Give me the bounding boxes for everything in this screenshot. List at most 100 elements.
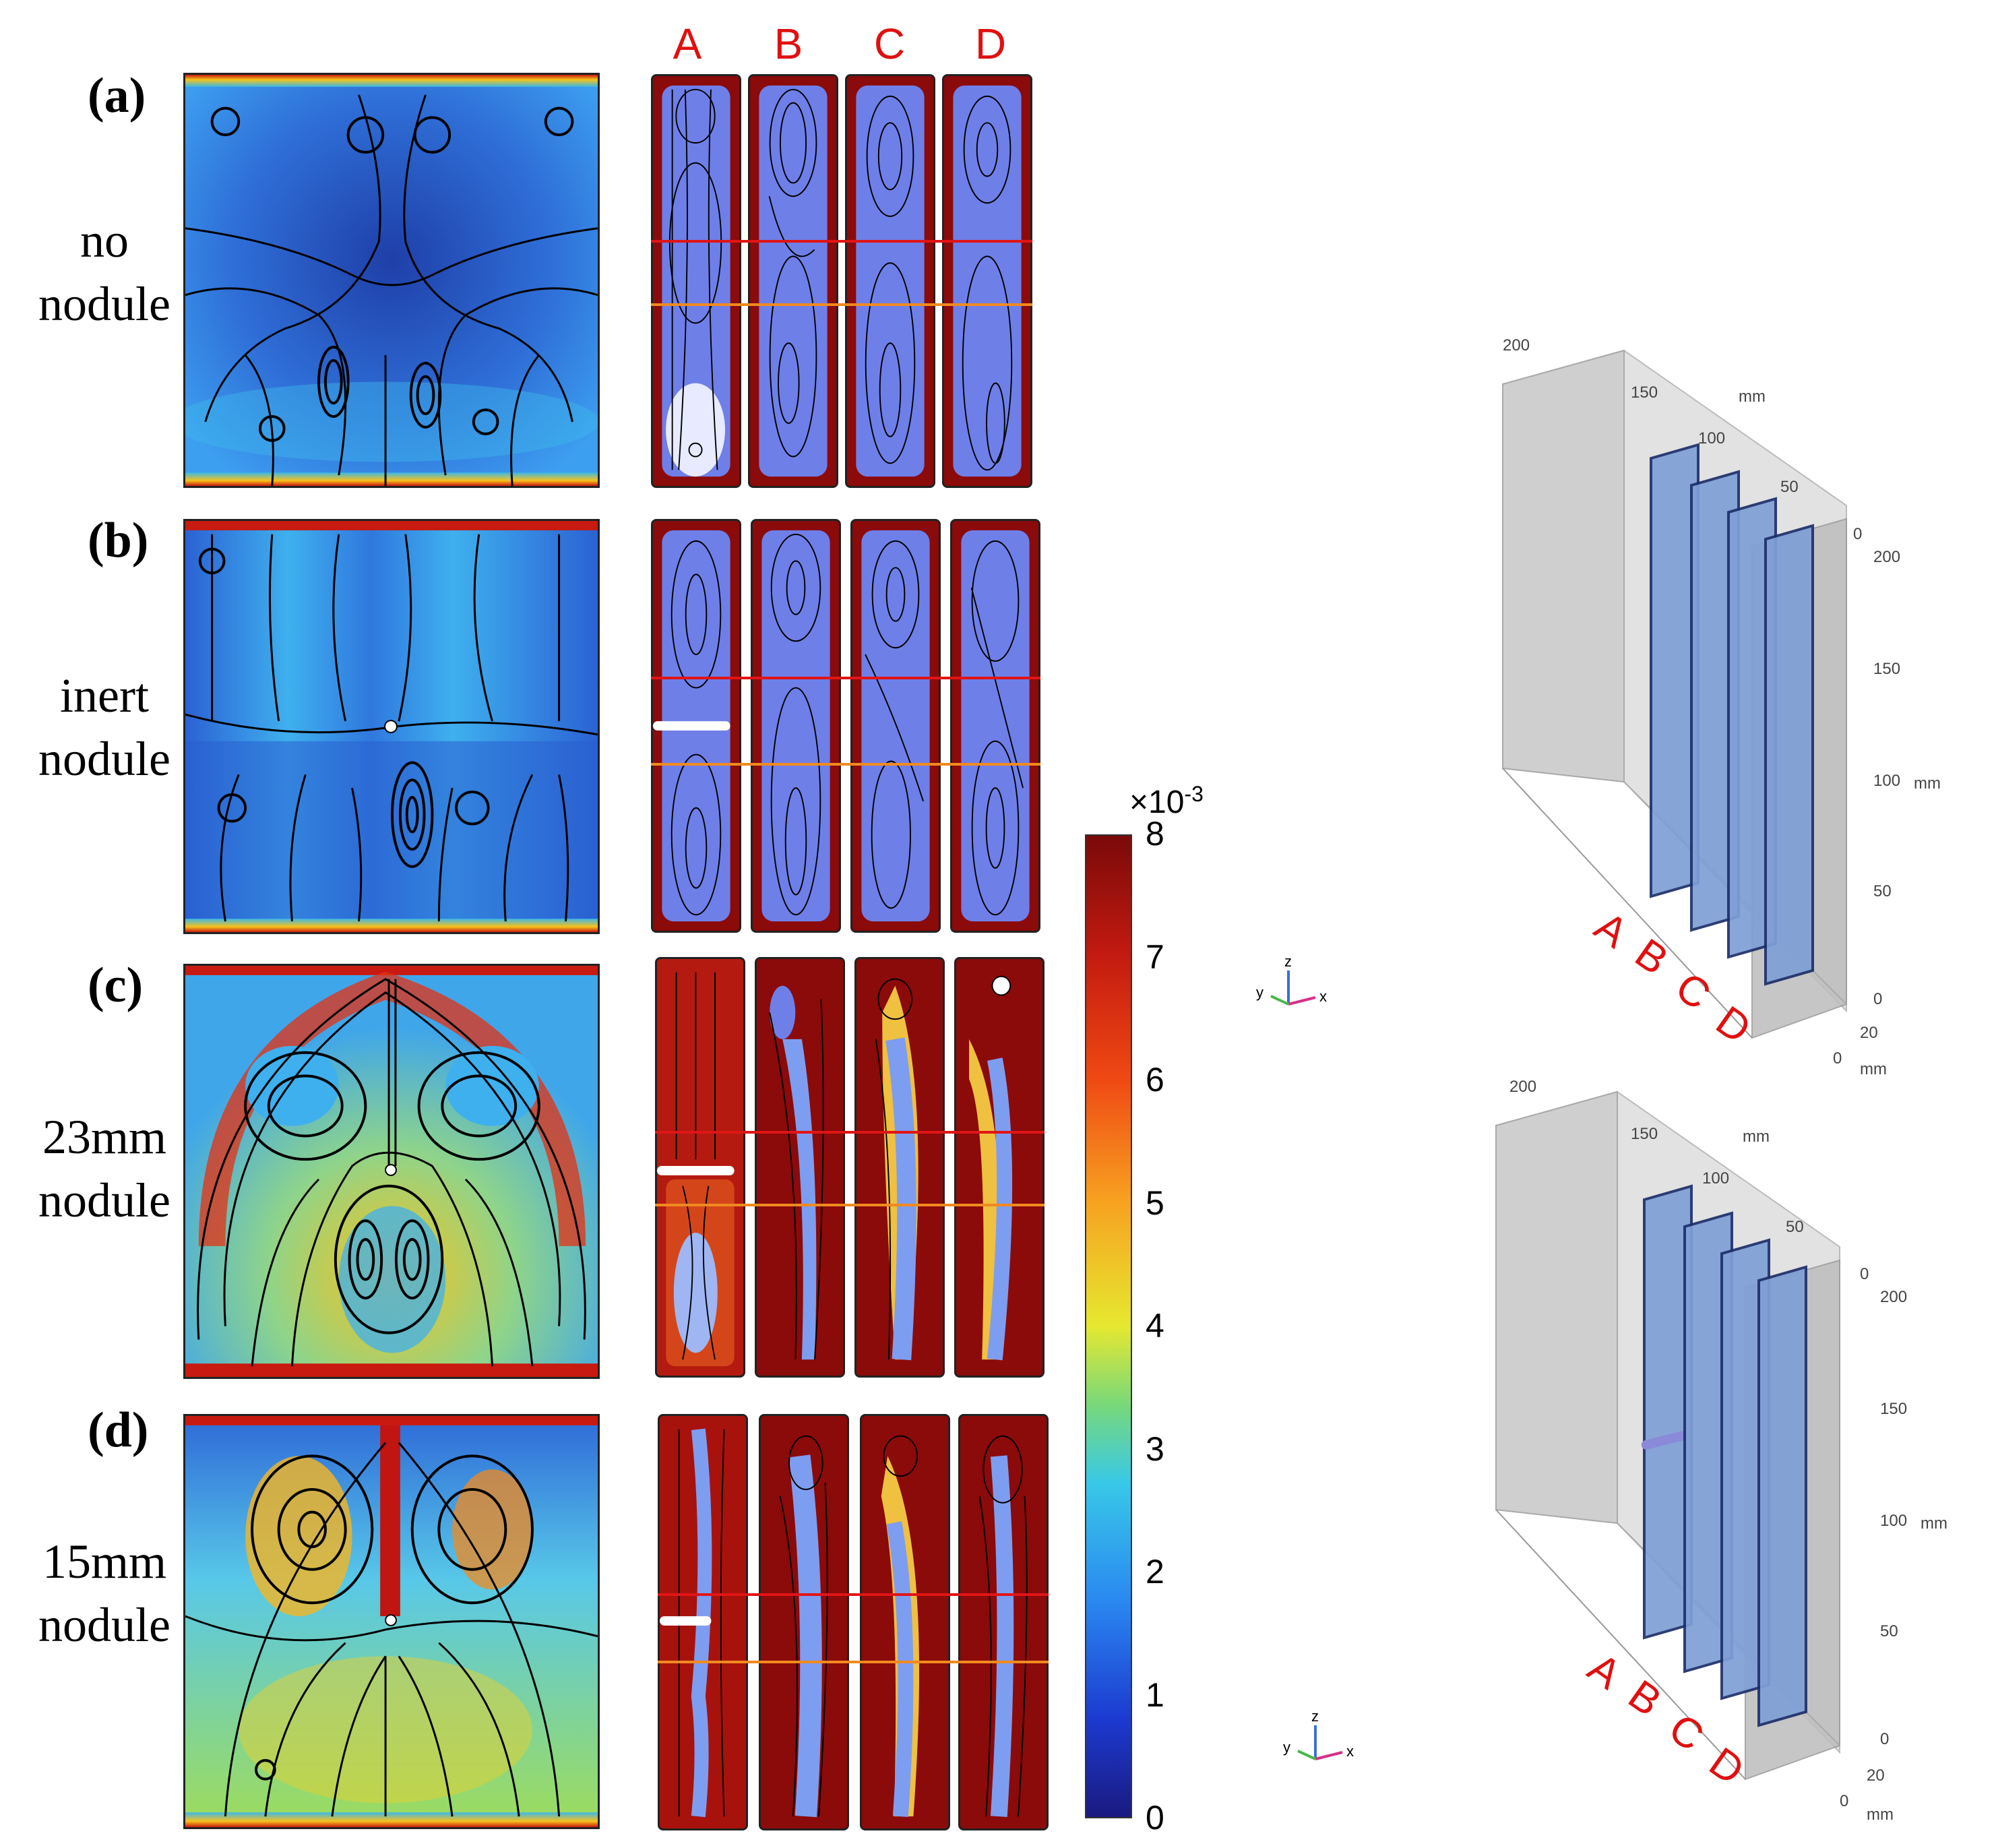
slice-b-col-b: [751, 519, 841, 933]
triad-upper-x-label: x: [1319, 988, 1327, 1005]
box-side-upper: [1502, 349, 1625, 783]
colorbar-tick-5: 5: [1146, 1183, 1164, 1222]
probe-line-orange-a: [651, 303, 1032, 306]
slice-b-col-a: [651, 519, 741, 933]
geo-lower-z-tick-0: 0: [1880, 1730, 1889, 1748]
triad-lower-z-label: z: [1311, 1708, 1319, 1725]
slice-b-col-b-plot: [753, 521, 839, 931]
geo-lower-top-tick-50: 50: [1786, 1218, 1804, 1236]
geo-upper-depth-tick-20: 20: [1860, 1024, 1878, 1042]
geo-upper-label-a: A: [1586, 903, 1636, 958]
slice-a-col-d-plot: [944, 76, 1030, 486]
geo-lower-label-a: A: [1580, 1644, 1629, 1699]
geo-upper-depth-tick-0: 0: [1833, 1049, 1842, 1068]
slice-c-col-c-plot: [856, 959, 943, 1376]
geo-lower-top-tick-100: 100: [1702, 1169, 1729, 1188]
slice-c-col-c: [854, 957, 945, 1378]
probe-line-red-b: [651, 677, 1040, 679]
colorbar-tick-7: 7: [1146, 937, 1164, 976]
triad-lower-y-label: y: [1283, 1739, 1290, 1756]
slice-a-col-b: [748, 74, 838, 488]
colorbar-tick-4: 4: [1146, 1307, 1164, 1345]
row-desc-c-line2: nodule: [38, 1173, 170, 1227]
geo-upper-label-b: B: [1627, 930, 1676, 984]
geo-lower-top-unit: mm: [1743, 1128, 1770, 1146]
geo-upper-top-tick-0: 0: [1853, 525, 1862, 543]
geo-lower-top-tick-150: 150: [1631, 1125, 1658, 1143]
geometry-view-upper: 200 150 100 50 0 mm 200 150 100 50 0 mm …: [1502, 336, 1941, 1078]
geo-upper-top-tick-50: 50: [1780, 478, 1799, 496]
row-desc-a-line2: nodule: [38, 277, 170, 331]
column-label-c: C: [873, 20, 906, 68]
geo-lower-label-b: B: [1620, 1671, 1669, 1725]
probe-line-orange-d: [658, 1661, 1049, 1663]
axis-triad-upper: z x y: [1256, 953, 1327, 1006]
slice-c-col-a: [655, 957, 745, 1378]
probe-line-red-d: [658, 1593, 1049, 1596]
triad-upper-y-axis: [1270, 995, 1289, 1006]
slice-b-col-c: [850, 519, 941, 933]
slice-c-col-d-plot: [956, 959, 1042, 1376]
slice-d-col-c-plot: [862, 1416, 948, 1828]
slice-a-col-d: [942, 74, 1032, 488]
row-id-a: (a): [88, 68, 146, 123]
colorbar-tick-8: 8: [1146, 815, 1164, 853]
column-label-d: D: [974, 20, 1007, 68]
field-plot-b: [185, 521, 598, 932]
probe-line-orange-c: [655, 1204, 1044, 1206]
colorbar-gradient: [1085, 834, 1132, 1818]
slice-a-col-a-plot: [653, 76, 739, 486]
slice-d-col-d: [958, 1414, 1049, 1830]
row-desc-b-line1: inert: [60, 669, 149, 722]
triad-lower-x-label: x: [1346, 1743, 1354, 1760]
triad-upper-y-label: y: [1256, 984, 1264, 1001]
row-id-c: (c): [88, 958, 144, 1013]
geo-upper-top-unit: mm: [1739, 388, 1766, 406]
axis-triad-lower: z x y: [1283, 1708, 1354, 1760]
slice-d-col-c: [860, 1414, 950, 1830]
geo-lower-depth-unit: mm: [1867, 1806, 1894, 1824]
triad-upper-z-label: z: [1284, 953, 1292, 970]
triad-upper-x-axis: [1288, 996, 1316, 1006]
nodule-rod-lower: [1641, 1431, 1688, 1450]
column-label-b: B: [774, 20, 803, 68]
slice-d-col-b-plot: [761, 1416, 847, 1828]
triad-lower-x-axis: [1315, 1751, 1343, 1760]
slice-a-col-a: [651, 74, 741, 488]
slice-a-col-b-plot: [750, 76, 836, 486]
row-desc-c: 23mm nodule: [20, 1105, 189, 1232]
slice-d-col-a: [658, 1414, 748, 1830]
slice-d-col-d-plot: [960, 1416, 1047, 1828]
slice-d-col-b: [759, 1414, 849, 1830]
geo-upper-z-unit: mm: [1914, 774, 1941, 793]
geo-upper-label-d: D: [1708, 997, 1759, 1053]
slice-d-col-a-plot: [660, 1416, 746, 1828]
geo-upper-z-tick-0: 0: [1873, 990, 1882, 1008]
row-desc-a: no nodule: [20, 209, 189, 336]
geo-lower-label-d: D: [1701, 1739, 1752, 1794]
field-plot-c: [185, 966, 598, 1377]
colorbar-tick-0: 0: [1146, 1799, 1164, 1837]
geo-upper-top-tick-150: 150: [1631, 383, 1658, 402]
slice-b-col-a-plot: [653, 521, 739, 931]
field-panel-d: [183, 1414, 600, 1829]
row-desc-b-line2: nodule: [38, 732, 170, 786]
colorbar-tick-3: 3: [1146, 1429, 1164, 1468]
field-panel-c: [183, 964, 600, 1379]
geo-lower-depth-tick-0: 0: [1840, 1792, 1848, 1810]
geo-upper-z-tick-50: 50: [1873, 882, 1892, 900]
geo-lower-label-c: C: [1660, 1705, 1712, 1760]
row-desc-c-line1: 23mm: [42, 1110, 166, 1164]
slice-c-col-d: [954, 957, 1044, 1378]
slice-a-col-c: [845, 74, 935, 488]
geo-lower-top-tick-0: 0: [1860, 1265, 1869, 1283]
row-desc-d-line1: 15mm: [42, 1535, 166, 1589]
triad-lower-y-axis: [1297, 1750, 1316, 1760]
probe-line-orange-b: [651, 763, 1040, 766]
field-panel-a: [183, 73, 600, 488]
colorbar-multiplier-base: ×10: [1129, 784, 1185, 820]
row-desc-d-line2: nodule: [38, 1598, 170, 1652]
field-plot-d: [185, 1416, 598, 1827]
geo-upper-label-c: C: [1667, 964, 1718, 1019]
colorbar-tick-2: 2: [1146, 1553, 1164, 1591]
